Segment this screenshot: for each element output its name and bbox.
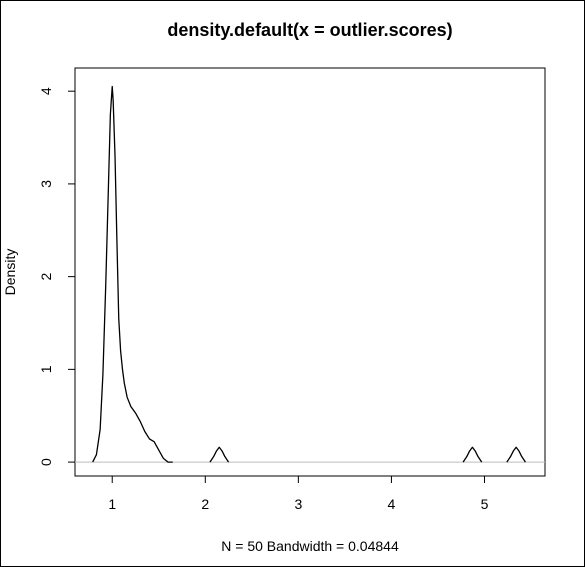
density-curves	[92, 85, 526, 463]
chart-title: density.default(x = outlier.scores)	[167, 20, 452, 40]
y-tick-label: 3	[38, 180, 54, 188]
density-curve-segment-1	[92, 85, 173, 463]
x-tick-label: 1	[108, 496, 116, 512]
y-tick-label: 0	[38, 458, 54, 466]
y-tick-label: 1	[38, 365, 54, 373]
plot-area	[74, 67, 546, 477]
y-axis-label: Density	[2, 249, 18, 296]
x-tick-label: 2	[201, 496, 209, 512]
x-tick-label: 4	[388, 496, 396, 512]
y-axis: 0 1 2 3 4	[38, 87, 75, 466]
density-curve-segment-2	[209, 446, 230, 463]
density-curve-segment-4	[506, 446, 526, 463]
x-axis-label: N = 50 Bandwidth = 0.04844	[221, 538, 399, 554]
y-tick-label: 4	[38, 87, 54, 95]
x-tick-label: 5	[481, 496, 489, 512]
x-tick-label: 3	[294, 496, 302, 512]
y-tick-label: 2	[38, 273, 54, 281]
density-curve-segment-3	[462, 446, 483, 463]
x-axis: 1 2 3 4 5	[108, 476, 489, 512]
